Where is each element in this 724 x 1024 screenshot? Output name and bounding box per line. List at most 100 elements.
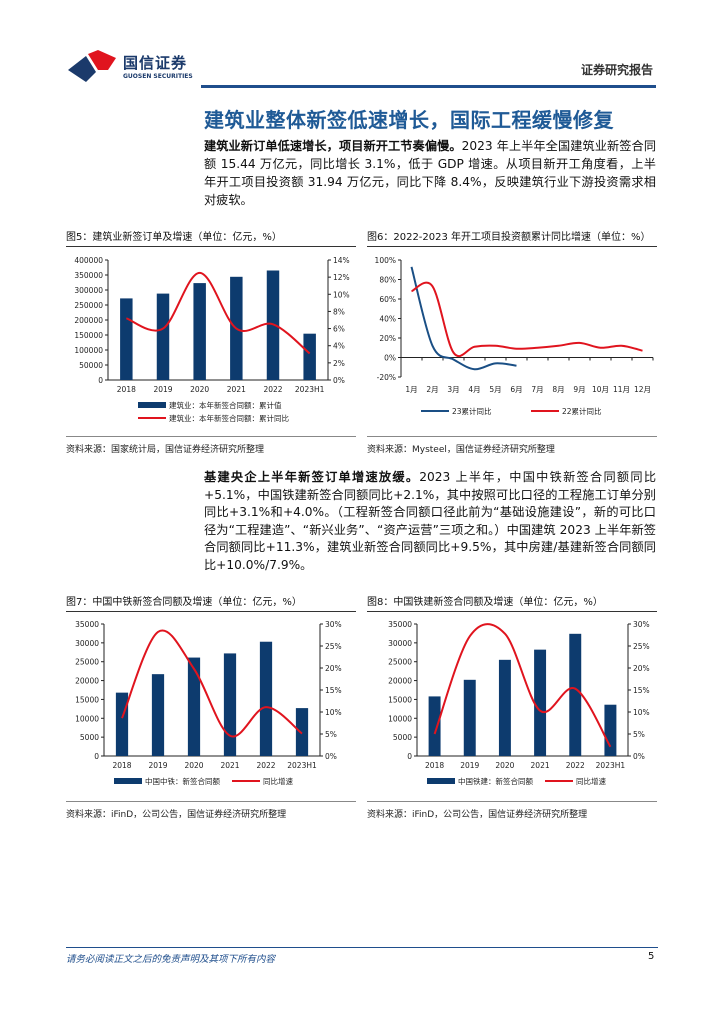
paragraph-2-lead: 基建央企上半年新签订单增速放缓。	[204, 470, 420, 484]
figure-8-title: 图8：中国铁建新签合同额及增速（单位：亿元，%）	[367, 593, 657, 612]
report-type: 证券研究报告	[581, 63, 654, 77]
y-tick-label: 200000	[74, 316, 103, 325]
x-tick-label: 2020	[495, 761, 514, 770]
bar-2023H1	[303, 333, 316, 380]
x-tick-label: 5月	[489, 385, 501, 394]
y-tick-label: 35000	[75, 620, 99, 629]
y2-tick-label: 2%	[333, 359, 345, 368]
y2-tick-label: 10%	[333, 290, 350, 299]
y-tick-label: 25000	[75, 658, 99, 667]
bar-2020	[498, 659, 511, 756]
x-tick-label: 2023H1	[295, 385, 325, 394]
bar-2021	[534, 649, 547, 756]
y-tick-label: 150000	[74, 331, 103, 340]
bar-2020	[193, 283, 206, 380]
x-tick-label: 2022	[263, 385, 282, 394]
figure-5-source: 资料来源：国家统计局，国信证券经济研究所整理	[66, 436, 356, 455]
figure-7-title: 图7：中国中铁新签合同额及增速（单位：亿元，%）	[66, 593, 356, 612]
y-tick-label: 5000	[393, 733, 412, 742]
legend-label: 中国铁建：新签合同额	[458, 776, 533, 786]
bar-2023H1	[295, 708, 309, 756]
x-tick-label: 2021	[227, 385, 246, 394]
y-tick-label: 0	[94, 752, 99, 761]
y-tick-label: 60%	[379, 295, 396, 304]
x-tick-label: 11月	[613, 385, 630, 394]
y-tick-label: 40%	[379, 315, 396, 324]
figure-5-chart: 0 50000 100000 150000 200000 250000 300000 3500…	[74, 256, 350, 423]
figure-6-chart: -20% 0% 20% 40% 60% 80% 100% 1月 2月 3月 4月 5月 6月 7月 8月 9月…	[375, 256, 654, 416]
legend-label: 建筑业：本年新签合同额：累计值	[169, 400, 282, 410]
y2-tick-label: 15%	[325, 686, 342, 695]
guosen-logo: 国信证券 GUOSEN SECURITIES	[68, 50, 198, 84]
y-tick-label: 80%	[379, 276, 396, 285]
paragraph-1-lead: 建筑业新订单低速增长，项目新开工节奏偏慢。	[204, 139, 462, 153]
y-tick-label: 350000	[74, 271, 103, 280]
y2-tick-label: 0%	[633, 752, 645, 761]
x-tick-label: 10月	[592, 385, 609, 394]
series-line-1	[411, 281, 643, 358]
bar-2018	[120, 298, 133, 380]
bar-2018	[115, 692, 129, 756]
y-tick-label: 50000	[79, 361, 103, 370]
x-tick-label: 2023H1	[596, 761, 626, 770]
y2-tick-label: 20%	[325, 664, 342, 673]
y-tick-label: 30000	[75, 639, 99, 648]
y2-tick-label: 25%	[325, 642, 342, 651]
bar-2019	[156, 293, 170, 380]
section-title: 建筑业整体新签低速增长，国际工程缓慢修复	[204, 108, 614, 132]
y2-tick-label: 12%	[333, 273, 350, 282]
x-tick-label: 7月	[531, 385, 543, 394]
figure-8-chart: 0 5000 10000 15000 20000 25000 30000 35000 0% 5% 1…	[388, 620, 650, 786]
legend-swatch-bar	[427, 778, 455, 784]
y-tick-label: -20%	[377, 373, 396, 382]
y-tick-label: 30000	[388, 639, 412, 648]
x-tick-label: 12月	[634, 385, 651, 394]
y-tick-label: 20%	[379, 334, 396, 343]
y-tick-label: 20000	[388, 677, 412, 686]
y2-tick-label: 15%	[633, 686, 650, 695]
x-tick-label: 2018	[112, 761, 131, 770]
legend-label: 23累计同比	[452, 406, 492, 416]
y-tick-label: 400000	[74, 256, 103, 265]
paragraph-2: 基建央企上半年新签订单增速放缓。2023 上半年，中国中铁新签合同额同比+5.1…	[204, 469, 656, 575]
y-tick-label: 10000	[75, 714, 99, 723]
y-tick-label: 35000	[388, 620, 412, 629]
y-tick-label: 5000	[80, 733, 99, 742]
bar-2020	[187, 657, 201, 756]
bar-2021	[223, 653, 237, 756]
bar-2023H1	[604, 704, 617, 756]
paragraph-2-body: 2023 上半年，中国中铁新签合同额同比+5.1%，中国铁建新签合同额同比+2.…	[204, 470, 657, 572]
y2-tick-label: 10%	[633, 708, 650, 717]
legend-swatch-bar	[114, 778, 142, 784]
x-tick-label: 2019	[153, 385, 172, 394]
x-tick-label: 2023H1	[287, 761, 317, 770]
paragraph-1: 建筑业新订单低速增长，项目新开工节奏偏慢。2023 年上半年全国建筑业新签合同额…	[204, 137, 656, 209]
y-tick-label: 0	[407, 752, 412, 761]
legend-label: 中国中铁：新签合同额	[145, 776, 220, 786]
x-tick-label: 4月	[468, 385, 480, 394]
y-tick-label: 25000	[388, 658, 412, 667]
y2-tick-label: 10%	[325, 708, 342, 717]
x-tick-label: 2021	[220, 761, 239, 770]
legend-label: 同比增速	[263, 776, 293, 786]
figure-7-chart: 0 5000 10000 15000 20000 25000 30000 35000 0% 5% 1…	[75, 620, 342, 786]
y-tick-label: 15000	[388, 695, 412, 704]
y2-tick-label: 25%	[633, 642, 650, 651]
y2-tick-label: 6%	[333, 325, 345, 334]
figure-5-title: 图5：建筑业新签订单及增速（单位：亿元，%）	[66, 228, 356, 247]
y-tick-label: 100000	[74, 346, 103, 355]
y2-tick-label: 8%	[333, 307, 345, 316]
bar-2022	[569, 633, 582, 756]
series-line-0	[410, 266, 517, 371]
x-tick-label: 1月	[405, 385, 417, 394]
page-number: 5	[648, 951, 655, 962]
y2-tick-label: 30%	[633, 620, 650, 629]
y2-tick-label: 14%	[333, 256, 350, 265]
x-tick-label: 2022	[566, 761, 585, 770]
paragraph-1-body: 2023 年上半年全国建筑业新签合同额 15.44 万亿元，同比增长 3.1%，…	[204, 139, 657, 207]
bar-2019	[463, 679, 476, 756]
y2-tick-label: 20%	[633, 664, 650, 673]
bar-2018	[428, 696, 441, 756]
header-divider	[201, 85, 656, 88]
y2-tick-label: 5%	[633, 730, 645, 739]
